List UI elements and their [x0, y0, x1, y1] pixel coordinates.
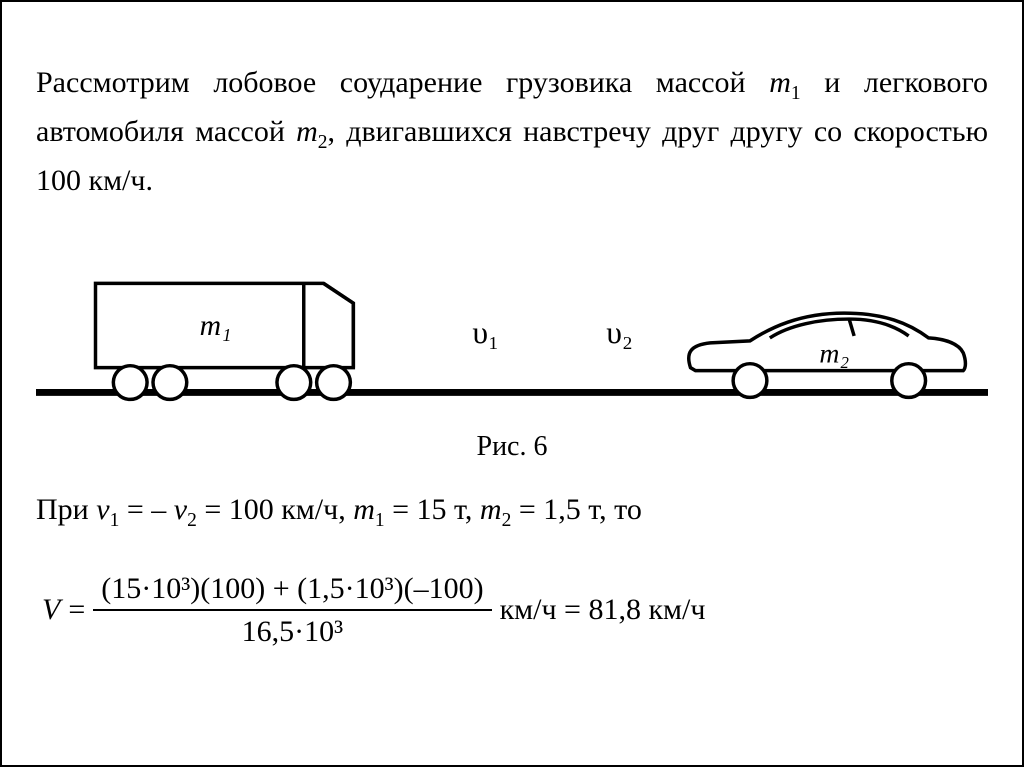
- m1-symbol: m: [769, 66, 791, 99]
- m2-symbol: m: [296, 115, 318, 148]
- v2-label: υ₂: [606, 315, 633, 350]
- figure-6: m₁ υ₁ υ₂ m₂: [36, 233, 988, 423]
- eq-sep-1: = –: [119, 493, 173, 526]
- m1-sub: 1: [791, 83, 801, 104]
- v-value: = 100 км/ч,: [197, 493, 353, 526]
- figure-caption: Рис. 6: [36, 431, 988, 463]
- truck-mass-label: m₁: [200, 309, 232, 342]
- given-values: При v1 = – v2 = 100 км/ч, m1 = 15 т, m2 …: [36, 493, 988, 532]
- v1-sub: 1: [110, 510, 120, 531]
- m2-var: m: [480, 493, 502, 526]
- car-mass-label: m₂: [819, 339, 849, 370]
- m2-sub: 2: [318, 132, 328, 153]
- intro-paragraph: Рассмотрим лобовое соударение грузовика …: [36, 60, 988, 205]
- collision-diagram: m₁ υ₁ υ₂ m₂: [36, 233, 988, 423]
- eq-result: км/ч = 81,8 км/ч: [500, 593, 706, 627]
- intro-text-1: Рассмотрим лобовое соударение грузовика …: [36, 66, 769, 99]
- eq-equals: =: [68, 593, 85, 627]
- v1-var: v: [96, 493, 109, 526]
- result-equation: V = (15·10³)(100) + (1,5·10³)(–100) 16,5…: [42, 570, 988, 651]
- v2-sub: 2: [187, 510, 197, 531]
- m1-var: m: [353, 493, 375, 526]
- v1-label: υ₁: [472, 315, 499, 350]
- m2-value: = 1,5 т, то: [511, 493, 642, 526]
- eq-lhs: V: [42, 593, 60, 627]
- v2-var: v: [174, 493, 187, 526]
- m1-value: = 15 т,: [385, 493, 480, 526]
- given-prefix: При: [36, 493, 96, 526]
- m1-sub-2: 1: [375, 510, 385, 531]
- eq-fraction: (15·10³)(100) + (1,5·10³)(–100) 16,5·10³: [93, 570, 491, 651]
- eq-numerator: (15·10³)(100) + (1,5·10³)(–100): [93, 570, 491, 610]
- m2-sub-2: 2: [502, 510, 512, 531]
- page-frame: Рассмотрим лобовое соударение грузовика …: [0, 0, 1024, 767]
- eq-denominator: 16,5·10³: [93, 609, 491, 651]
